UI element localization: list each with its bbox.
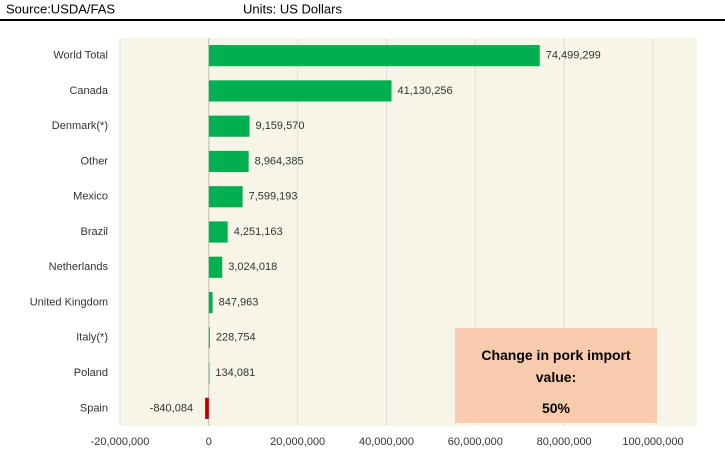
value-label: 9,159,570 [256,120,305,132]
y-tick-label: Denmark(*) [52,120,108,132]
x-tick-label: 0 [206,436,212,448]
bar [208,256,223,278]
x-tick-label: 100,000,000 [622,436,683,448]
bar [208,115,250,137]
value-label: 134,081 [215,367,255,379]
annotation-text: Change in pork import value: [481,347,631,385]
value-label: 8,964,385 [255,155,304,167]
y-tick-label: Brazil [80,226,108,238]
bar [208,291,213,314]
x-tick-label: 60,000,000 [448,436,503,448]
y-tick-label: Netherlands [49,261,109,273]
bar [208,45,540,67]
value-label: -840,084 [150,402,193,414]
bar [208,80,392,102]
value-label: 41,130,256 [398,85,453,97]
y-tick-label: Poland [74,367,108,379]
source: Source:USDA/FAS [6,1,115,16]
y-tick-label: Other [80,155,108,167]
value-label: 4,251,163 [234,226,283,238]
y-tick-label: Italy(*) [76,332,108,344]
y-tick-label: World Total [53,50,108,62]
value-label: 228,754 [216,332,256,344]
x-tick-label: 20,000,000 [270,436,325,448]
annotation-value: 50% [541,400,571,416]
x-tick-label: 80,000,000 [537,436,592,448]
y-tick-label: Spain [80,402,108,414]
bar [208,150,249,173]
y-tick-label: United Kingdom [30,296,108,308]
value-label: 74,499,299 [546,50,601,62]
annotation-box: Change in pork import value: 50% [455,328,657,423]
x-tick-label: 40,000,000 [359,436,414,448]
value-label: 3,024,018 [228,261,277,273]
units: Units: US Dollars [243,1,342,16]
x-tick-label: -20,000,000 [91,436,150,448]
bar [208,221,228,243]
value-label: 7,599,193 [249,191,298,203]
y-tick-label: Canada [69,85,108,97]
bar [208,186,243,208]
bar [208,327,210,349]
bar [208,362,210,384]
bar [205,397,209,419]
value-label: 847,963 [219,296,259,308]
y-tick-label: Mexico [73,191,108,203]
